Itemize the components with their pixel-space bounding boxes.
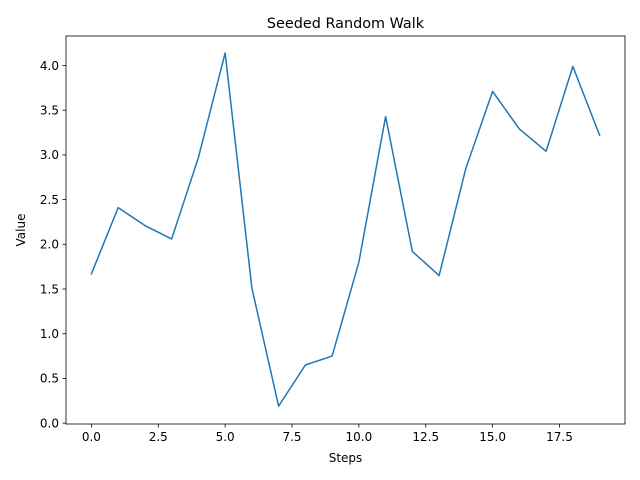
y-tick-label: 0.5 — [40, 372, 59, 386]
x-tick-label: 15.0 — [479, 430, 506, 444]
x-tick-label: 17.5 — [546, 430, 573, 444]
y-tick-label: 0.0 — [40, 416, 59, 430]
y-axis: 0.0 0.5 1.0 1.5 2.0 2.5 3.0 3.5 4.0 — [40, 59, 66, 430]
x-axis: 0.0 2.5 5.0 7.5 10.0 12.5 15.0 17.5 — [82, 424, 573, 444]
x-tick-label: 5.0 — [216, 430, 235, 444]
y-tick-label: 4.0 — [40, 59, 59, 73]
x-tick-label: 10.0 — [346, 430, 373, 444]
y-tick-label: 2.5 — [40, 193, 59, 207]
y-tick-label: 3.5 — [40, 104, 59, 118]
series-layer — [90, 52, 601, 407]
y-tick-label: 3.0 — [40, 148, 59, 162]
y-tick-label: 1.5 — [40, 282, 59, 296]
x-tick-label: 0.0 — [82, 430, 101, 444]
chart-title: Seeded Random Walk — [267, 16, 425, 32]
y-axis-label: Value — [14, 214, 28, 247]
y-tick-label: 1.0 — [40, 327, 59, 341]
x-tick-label: 12.5 — [412, 430, 439, 444]
series-line-0 — [90, 52, 601, 407]
plot-frame — [65, 35, 626, 425]
x-tick-label: 2.5 — [149, 430, 168, 444]
y-tick-label: 2.0 — [40, 238, 59, 252]
x-axis-label: Steps — [329, 451, 363, 465]
x-tick-label: 7.5 — [282, 430, 301, 444]
plot-area — [66, 36, 625, 424]
